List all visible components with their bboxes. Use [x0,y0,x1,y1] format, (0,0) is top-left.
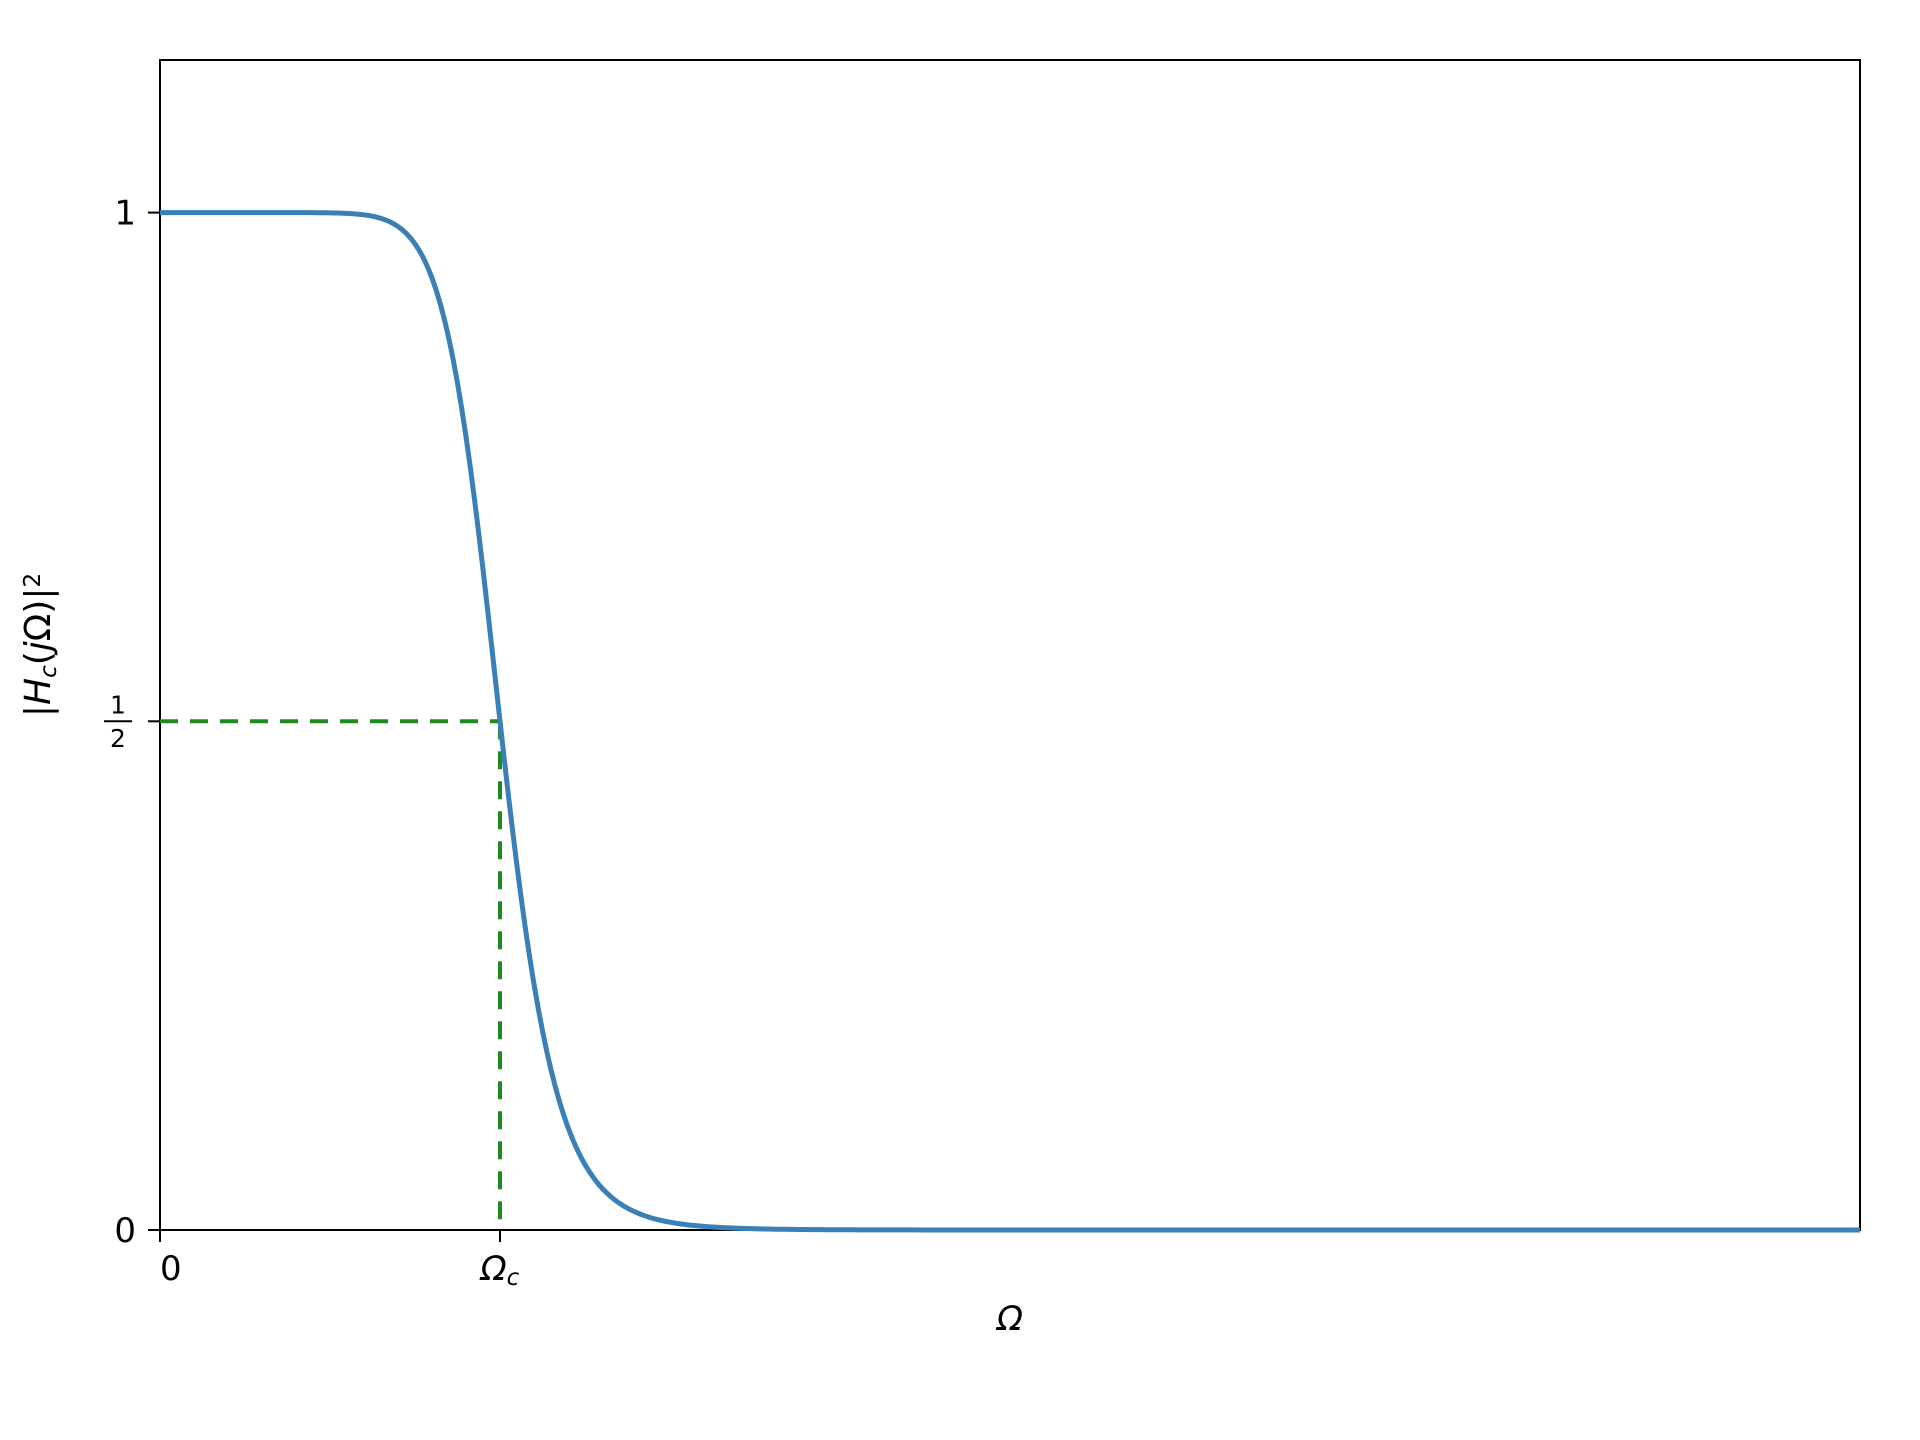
x-tick-label: 0 [160,1249,182,1289]
y-tick-label: 0 [114,1211,136,1251]
svg-text:2: 2 [110,724,126,753]
y-axis-label: |Hc(jΩ)|2 [18,573,62,717]
chart-container: 0Ωc0121Ω|Hc(jΩ)|2 [0,0,1920,1440]
x-axis-label: Ω [995,1299,1023,1339]
butterworth-chart: 0Ωc0121Ω|Hc(jΩ)|2 [0,0,1920,1440]
y-tick-label: 1 [114,194,136,234]
svg-text:1: 1 [110,690,126,719]
